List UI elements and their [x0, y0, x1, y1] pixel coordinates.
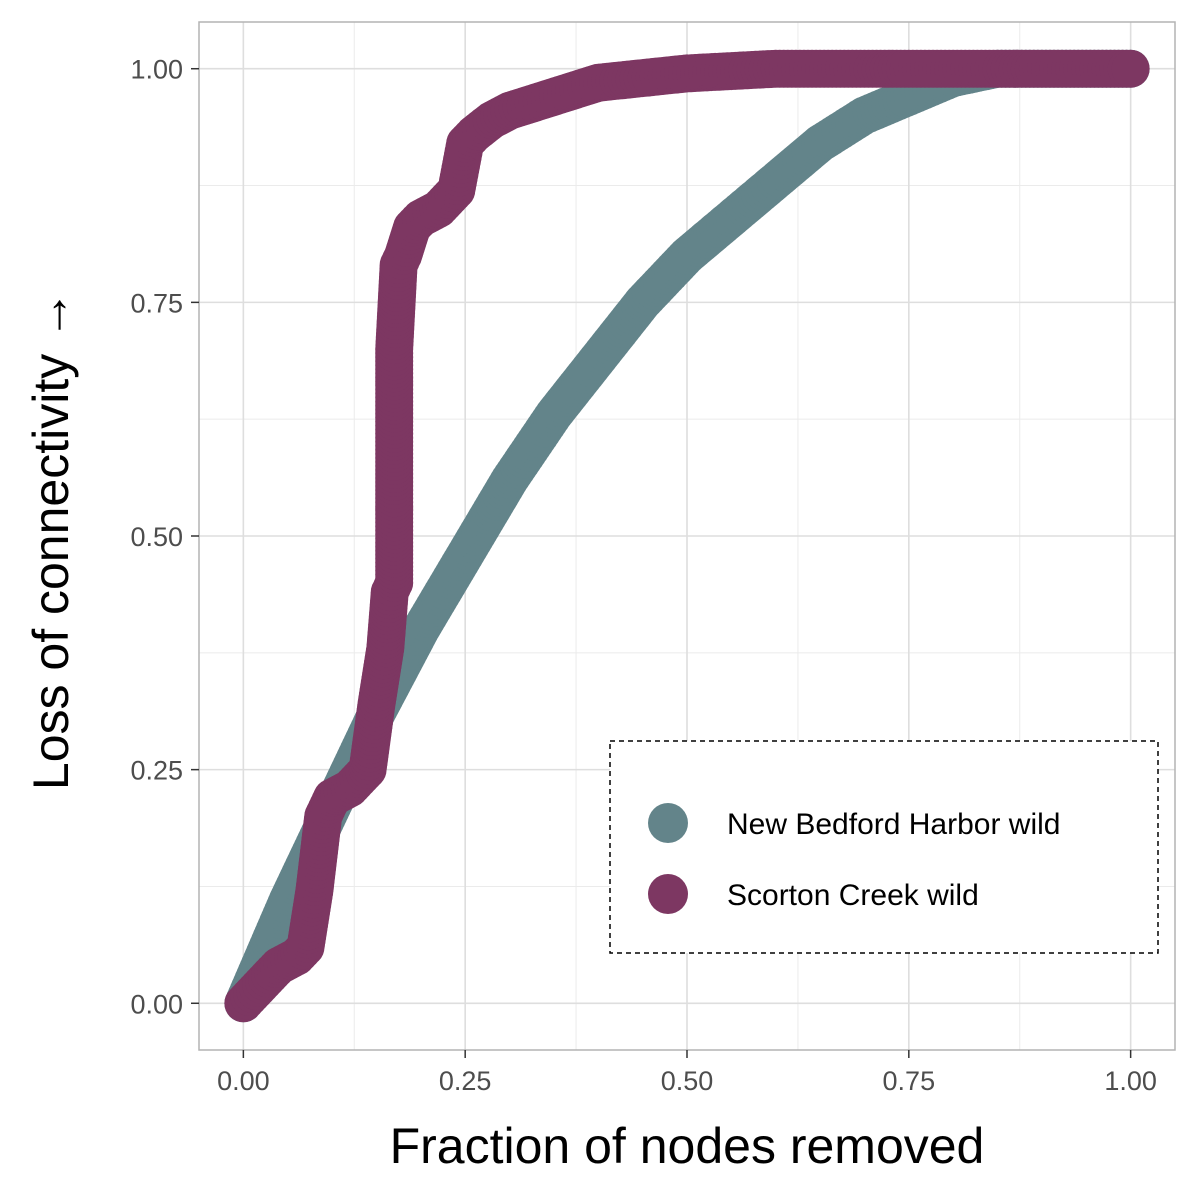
x-tick-label: 0.25	[439, 1066, 492, 1096]
x-tick-label: 0.75	[883, 1066, 936, 1096]
x-tick-label: 1.00	[1104, 1066, 1157, 1096]
y-tick-label: 1.00	[130, 55, 183, 85]
series-1	[224, 49, 1150, 1023]
legend-marker-new-bedford	[648, 803, 688, 843]
y-axis-ticks: 0.00 0.25 0.50 0.75 1.00	[130, 55, 199, 1019]
legend: New Bedford Harbor wild Scorton Creek wi…	[609, 740, 1159, 954]
y-tick-label: 0.75	[130, 288, 183, 318]
y-tick-label: 0.25	[130, 756, 183, 786]
x-axis-ticks: 0.00 0.25 0.50 0.75 1.00	[217, 1050, 1157, 1096]
x-tick-label: 0.50	[661, 1066, 714, 1096]
legend-label-scorton-creek: Scorton Creek wild	[727, 879, 979, 912]
y-axis-title: Loss of connectivity →	[23, 290, 79, 790]
data-point	[1111, 49, 1150, 88]
x-axis-title: Fraction of nodes removed	[390, 1118, 985, 1174]
series-layer	[224, 49, 1150, 1023]
legend-marker-scorton-creek	[648, 874, 688, 914]
legend-label-new-bedford: New Bedford Harbor wild	[727, 808, 1060, 841]
y-tick-label: 0.00	[130, 989, 183, 1019]
y-tick-label: 0.50	[130, 522, 183, 552]
legend-box	[609, 740, 1159, 954]
x-tick-label: 0.00	[217, 1066, 270, 1096]
